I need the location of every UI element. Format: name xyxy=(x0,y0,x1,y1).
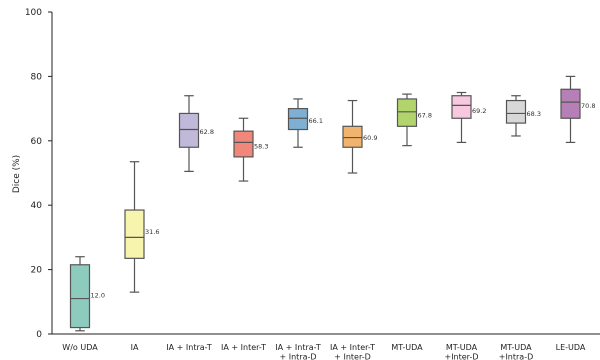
iqr-box xyxy=(287,107,309,131)
y-ticks: 0 20 40 60 80 100 xyxy=(25,8,52,340)
box-group: 58.3 xyxy=(233,117,268,182)
y-tick-label: 0 xyxy=(36,330,42,340)
iqr-box xyxy=(178,112,200,148)
plot-area: 0 20 40 60 80 100 Dice (%) 12.0 31.6 62.8 58.3 66… xyxy=(12,8,600,360)
mean-value-label: 60.9 xyxy=(363,134,377,142)
iqr-box xyxy=(342,125,363,148)
box-group: 70.8 xyxy=(560,75,595,144)
box-group: 12.0 xyxy=(69,256,105,332)
iqr-box xyxy=(233,130,254,158)
box-group: 66.1 xyxy=(287,98,323,148)
x-tick-label: IA + Intra-T xyxy=(166,343,212,352)
box-group: 68.3 xyxy=(505,95,541,137)
mean-value-label: 67.8 xyxy=(418,112,432,120)
iqr-box xyxy=(396,98,418,127)
mean-value-label: 31.6 xyxy=(145,228,159,236)
x-tick-label: W/o UDA xyxy=(62,343,98,352)
x-tick-label: MT-UDA xyxy=(391,343,423,352)
y-tick-label: 100 xyxy=(25,8,42,18)
box-group: 62.8 xyxy=(178,95,214,172)
y-tick-label: 80 xyxy=(31,72,43,82)
box-group: 67.8 xyxy=(396,93,432,147)
x-tick-label: IA + Inter-T + Inter-D xyxy=(330,343,375,360)
mean-value-label: 66.1 xyxy=(309,117,323,125)
y-axis-label: Dice (%) xyxy=(12,155,22,193)
y-tick-label: 40 xyxy=(31,201,43,211)
box-group: 69.2 xyxy=(451,91,486,144)
x-tick-label: LE-UDA xyxy=(556,343,586,352)
x-tick-label: IA + Inter-T xyxy=(221,343,266,352)
boxes: 12.0 31.6 62.8 58.3 66.1 60.9 67.8 69.2 68.3 70.8 xyxy=(69,75,595,332)
box-group: 60.9 xyxy=(342,99,377,174)
mean-value-label: 68.3 xyxy=(527,110,541,118)
mean-value-label: 69.2 xyxy=(472,107,486,115)
iqr-box xyxy=(451,95,472,119)
x-tick-label: MT-UDA +Inter-D xyxy=(444,343,478,360)
y-tick-label: 20 xyxy=(31,266,43,276)
x-tick-label: IA + Intra-T + Intra-D xyxy=(275,343,321,360)
iqr-box xyxy=(69,264,91,329)
iqr-box xyxy=(560,88,581,119)
mean-value-label: 12.0 xyxy=(91,291,105,299)
mean-value-label: 58.3 xyxy=(254,142,268,150)
x-tick-label: MT-UDA +Intra-D xyxy=(499,343,534,360)
mean-value-label: 62.8 xyxy=(200,128,214,136)
box-group: 31.6 xyxy=(124,161,159,293)
y-tick-label: 60 xyxy=(31,137,43,147)
mean-value-label: 70.8 xyxy=(581,102,595,110)
iqr-box xyxy=(124,209,145,259)
x-tick-label: IA xyxy=(131,343,139,352)
iqr-box xyxy=(505,99,527,124)
x-tick-labels: W/o UDA IA IA + Intra-T IA + Inter-T IA + In… xyxy=(62,343,586,360)
